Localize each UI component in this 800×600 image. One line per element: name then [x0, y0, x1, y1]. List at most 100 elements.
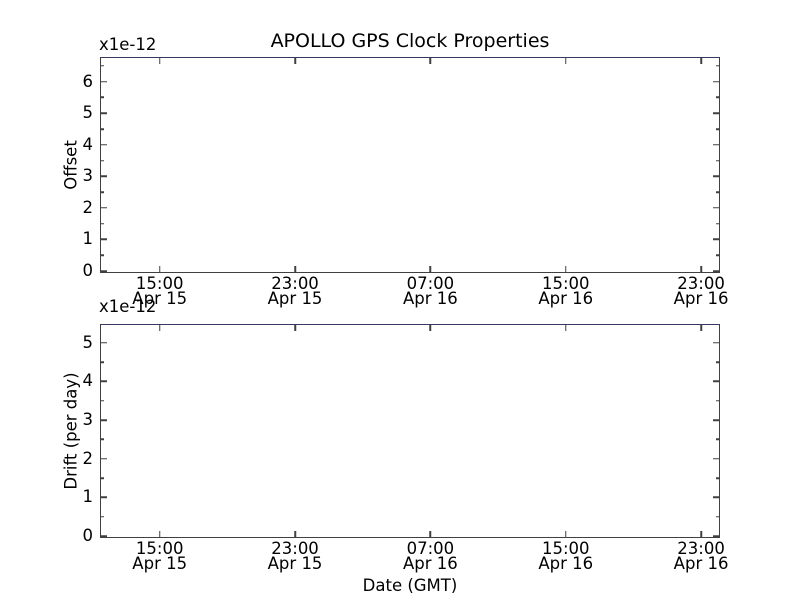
y-minor-tick — [101, 515, 104, 518]
y-major-tick — [713, 238, 719, 241]
y-axis-multiplier-drift: x1e-12 — [99, 297, 157, 316]
y-minor-tick — [101, 128, 104, 130]
y-major-tick — [713, 80, 719, 83]
y-tick-label: 3 — [82, 410, 94, 430]
x-major-tick — [158, 325, 161, 331]
y-major-tick — [101, 270, 107, 272]
x-tick-time: 07:00 — [406, 539, 455, 558]
y-minor-tick — [716, 65, 719, 67]
x-tick-time: 15:00 — [541, 274, 590, 293]
y-major-tick — [713, 457, 719, 460]
y-major-tick — [101, 535, 107, 537]
y-major-tick — [713, 342, 719, 344]
x-major-tick — [294, 325, 296, 331]
chart-title: APOLLO GPS Clock Properties — [270, 30, 550, 52]
x-major-tick — [429, 266, 432, 272]
x-tick-date: Apr 15 — [267, 554, 323, 573]
x-tick-label: 15:00 Apr 16 — [538, 274, 594, 308]
x-axis-label: Date (GMT) — [362, 576, 458, 595]
y-minor-tick — [716, 361, 719, 363]
x-tick-label: 23:00 Apr 15 — [268, 274, 323, 307]
y-major-tick — [101, 419, 107, 421]
x-tick-label: 15:00 Apr 16 — [538, 540, 593, 572]
y-tick-label: 4 — [82, 371, 94, 391]
x-tick-date: Apr 15 — [132, 289, 188, 308]
x-tick-date: Apr 16 — [673, 554, 729, 573]
y-minor-tick — [716, 477, 719, 479]
y-minor-tick — [101, 399, 104, 402]
y-tick-label: 6 — [82, 71, 94, 91]
y-minor-tick — [716, 159, 719, 162]
y-major-tick — [713, 270, 719, 272]
y-minor-tick — [716, 399, 719, 402]
x-tick-date: Apr 16 — [673, 289, 729, 308]
y-major-tick — [713, 207, 719, 209]
y-major-tick — [713, 535, 719, 537]
x-tick-label: 07:00 Apr 16 — [402, 274, 458, 308]
x-major-tick — [564, 58, 567, 64]
y-tick-label: 2 — [82, 197, 94, 217]
y-major-tick — [101, 80, 107, 83]
x-major-tick — [429, 531, 432, 537]
x-tick-label: 07:00 Apr 16 — [402, 539, 458, 573]
x-major-tick — [294, 266, 296, 272]
x-tick-time: 07:00 — [406, 274, 455, 293]
y-minor-tick — [716, 96, 719, 99]
y-axis-label-offset: Offset — [61, 140, 81, 190]
x-tick-date: Apr 16 — [402, 554, 458, 573]
y-major-tick — [713, 144, 719, 146]
y-major-tick — [101, 144, 107, 146]
x-major-tick — [158, 266, 161, 272]
x-major-tick — [158, 531, 161, 537]
x-major-tick — [429, 58, 432, 64]
y-minor-tick — [101, 477, 104, 479]
y-minor-tick — [716, 515, 719, 518]
y-major-tick — [101, 342, 107, 344]
x-major-tick — [700, 325, 702, 331]
axes-offset-plot: 0 1 2 3 4 5 6 15:00 Apr 15 23:00 Apr 15 07:00 Apr 16… — [83, 57, 728, 307]
y-tick-label: 1 — [82, 487, 94, 507]
y-tick-label: 0 — [82, 261, 94, 280]
x-major-tick — [294, 58, 296, 64]
y-minor-tick — [101, 222, 104, 225]
y-minor-tick — [101, 254, 104, 256]
y-major-tick — [713, 419, 719, 421]
x-tick-label: 15:00 Apr 15 — [132, 274, 188, 308]
x-tick-time: 23:00 — [271, 274, 319, 293]
y-major-tick — [101, 496, 107, 499]
y-tick-label: 2 — [82, 448, 94, 468]
y-major-tick — [101, 238, 107, 241]
x-tick-time: 23:00 — [677, 274, 725, 293]
x-major-tick — [564, 325, 567, 331]
x-tick-label: 23:00 Apr 16 — [673, 274, 729, 308]
y-minor-tick — [716, 191, 719, 193]
y-minor-tick — [101, 159, 104, 162]
x-tick-label: 23:00 Apr 16 — [673, 540, 729, 573]
y-major-tick — [101, 207, 107, 209]
x-major-tick — [158, 58, 161, 64]
x-tick-date: Apr 16 — [538, 289, 594, 308]
x-tick-time: 15:00 — [135, 539, 184, 558]
y-minor-tick — [101, 361, 104, 363]
x-major-tick — [564, 531, 567, 537]
y-minor-tick — [716, 254, 719, 256]
x-tick-time: 23:00 — [271, 539, 319, 558]
x-tick-time: 15:00 — [135, 274, 184, 293]
x-tick-label: 23:00 Apr 15 — [267, 539, 323, 573]
x-major-tick — [700, 266, 702, 272]
y-axis-label-drift: Drift (per day) — [61, 372, 81, 490]
y-tick-label: 5 — [82, 332, 94, 352]
y-major-tick — [101, 175, 107, 178]
y-tick-label: 0 — [82, 526, 94, 545]
y-minor-tick — [101, 65, 104, 67]
x-major-tick — [429, 325, 432, 331]
y-major-tick — [101, 380, 107, 383]
y-major-tick — [713, 112, 719, 114]
x-tick-label: 15:00 Apr 15 — [132, 539, 187, 572]
x-major-tick — [294, 531, 296, 537]
y-tick-label: 3 — [82, 166, 94, 186]
x-tick-date: Apr 16 — [402, 289, 458, 308]
y-major-tick — [713, 175, 719, 178]
y-minor-tick — [101, 191, 104, 193]
